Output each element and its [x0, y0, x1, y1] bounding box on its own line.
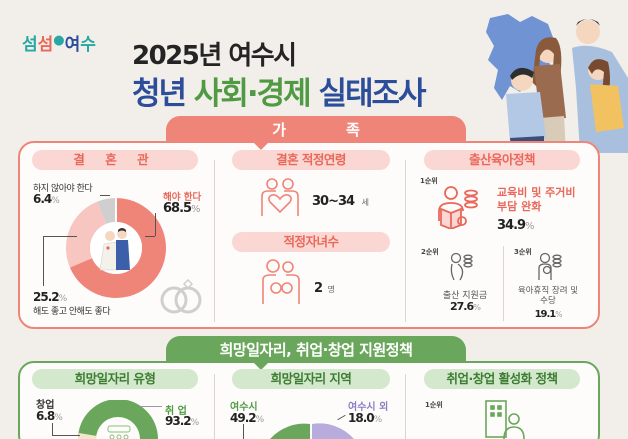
employ-label: 취 업 [165, 406, 187, 417]
startup-label: 창업 [36, 400, 55, 411]
job-type-half-donut-chart [78, 400, 158, 439]
rank1-text: 교육비 및 주거비 부담 완화 [497, 186, 576, 213]
job-rank1-label: 1순위 [425, 401, 443, 409]
should-not-value: 6.4% [33, 192, 60, 206]
education-cost-icon [438, 186, 478, 229]
job-type-title: 희망일자리 유형 [32, 369, 198, 389]
rank2-text: 출산 지원금 [442, 291, 488, 301]
office-building-person-icon [485, 400, 525, 439]
subcolumn-divider [503, 246, 504, 321]
marriage-age-title: 결혼 적정연령 [232, 150, 390, 170]
leader-line [140, 406, 162, 407]
job-policy-title: 취업·창업 활성화 정책 [424, 369, 580, 389]
logo-char: 수 [80, 35, 96, 55]
should-not-label: 하지 않아야 한다 [33, 184, 93, 194]
column-divider [214, 374, 215, 439]
tab-pointer-icon [253, 362, 269, 370]
rank2-value: 27.6% [450, 300, 481, 313]
should-label: 해야 한다 [163, 192, 202, 203]
title-part3: 실태조사 [318, 76, 427, 112]
column-divider [405, 374, 406, 439]
logo-char: 섬 [22, 35, 38, 55]
leader-line [52, 435, 80, 436]
birth-policy-title: 출산육아정책 [424, 150, 580, 170]
tab-pointer-icon [253, 142, 269, 150]
yeosu-value: 49.2% [230, 411, 264, 425]
youth-people-illustration [506, 19, 628, 153]
rank1-value: 34.9% [497, 218, 534, 233]
rank1-label: 1순위 [420, 177, 438, 185]
leader-line [155, 213, 156, 236]
job-section-tab: 희망일자리, 취업·창업 지원정책 [166, 336, 466, 362]
rank2-label: 2순위 [421, 248, 439, 256]
leader-line [43, 236, 44, 286]
leader-line [52, 423, 53, 435]
yeosu-label: 여수시 [230, 402, 258, 413]
children-value: 2 명 [314, 281, 335, 296]
rank3-label: 3순위 [514, 248, 532, 256]
title-part2: 사회·경제 [193, 76, 312, 112]
job-region-title: 희망일자리 지역 [232, 369, 390, 389]
outside-yeosu-label: 여수시 외 [348, 402, 389, 413]
job-region-pie-chart [270, 423, 354, 439]
employ-value: 93.2% [165, 414, 199, 428]
leader-line [243, 424, 244, 439]
leader-line [100, 195, 110, 196]
leader-line [145, 236, 155, 237]
children-title: 적정자녀수 [232, 232, 390, 252]
title-part1: 청년 [132, 76, 187, 112]
logo-char: 여 [64, 35, 81, 55]
birth-subsidy-icon [450, 252, 473, 281]
couple-heart-icon [261, 178, 299, 216]
logo: 섬 섬 ● 여 수 [22, 30, 96, 55]
title-line2: 청년 사회·경제 실태조사 [132, 68, 427, 113]
rank3-value: 19.1% [534, 309, 563, 320]
logo-dot-icon: ● [53, 33, 64, 48]
column-divider [214, 160, 215, 322]
wedding-rings-icon [160, 278, 202, 314]
should-value: 68.5% [163, 201, 200, 216]
either-value: 25.2% [33, 290, 67, 304]
family-icon [262, 259, 300, 304]
rank3-text: 육아휴직 장려 및 수당 [517, 286, 579, 306]
marriage-view-title: 결 혼 관 [32, 150, 198, 170]
outside-yeosu-value: 18.0% [348, 411, 382, 425]
family-section-tab: 가족 [166, 116, 466, 142]
title-line1: 2025년 여수시 [132, 41, 297, 71]
marriage-donut-chart [66, 196, 166, 298]
parental-leave-icon [538, 252, 562, 280]
leader-line [43, 236, 77, 237]
logo-char: 섬 [37, 35, 54, 55]
marriage-age-value: 30~34 세 [312, 194, 369, 209]
startup-value: 6.8% [36, 409, 63, 423]
either-label: 해도 좋고 안해도 좋다 [33, 307, 111, 317]
column-divider [405, 160, 406, 322]
